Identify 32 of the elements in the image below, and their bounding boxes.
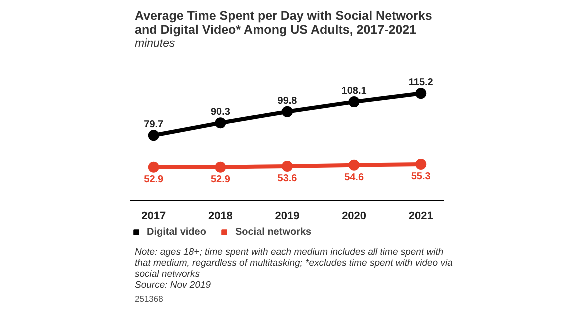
point [282,106,293,118]
text: 251368 [135,294,164,305]
source-note: Source: Nov 2019 [135,280,212,291]
data-label: 79.7 [144,120,164,131]
data-label: 115.2 [408,78,434,89]
data-label: 52.9 [210,174,231,186]
point [416,88,427,100]
chart-subtitle: minutes [135,37,176,51]
point [348,96,360,108]
data-label: 99.8 [278,96,298,107]
x-tick-label: 2018 [208,210,233,222]
legend-label: Digital video [147,226,206,238]
point [148,162,160,173]
point [215,118,226,129]
data-label: 54.6 [344,172,364,184]
chart-title: Average Time Spent per Day with Social Networks and Digital Video* Among US Adults, 2017-2021 [135,9,434,37]
point [416,159,427,170]
x-tick-label: 2017 [142,210,166,222]
x-tick-label: 2021 [408,210,434,222]
point [348,160,360,171]
point [148,130,160,142]
point [282,161,293,172]
text: Note: ages 18+; time spent with each medium includes all time spent with that medium, regardless of multitasking; *excludes time spent with video via social networks [135,247,454,280]
point [215,162,226,173]
legend-label: Social networks [235,226,312,238]
data-label: 53.6 [278,174,298,185]
data-label: 55.3 [411,172,432,183]
data-label: 90.3 [210,107,231,118]
data-label: 108.1 [342,86,368,98]
x-tick-label: 2020 [342,210,367,222]
x-tick-label: 2019 [275,210,300,222]
data-label: 52.9 [144,174,164,186]
